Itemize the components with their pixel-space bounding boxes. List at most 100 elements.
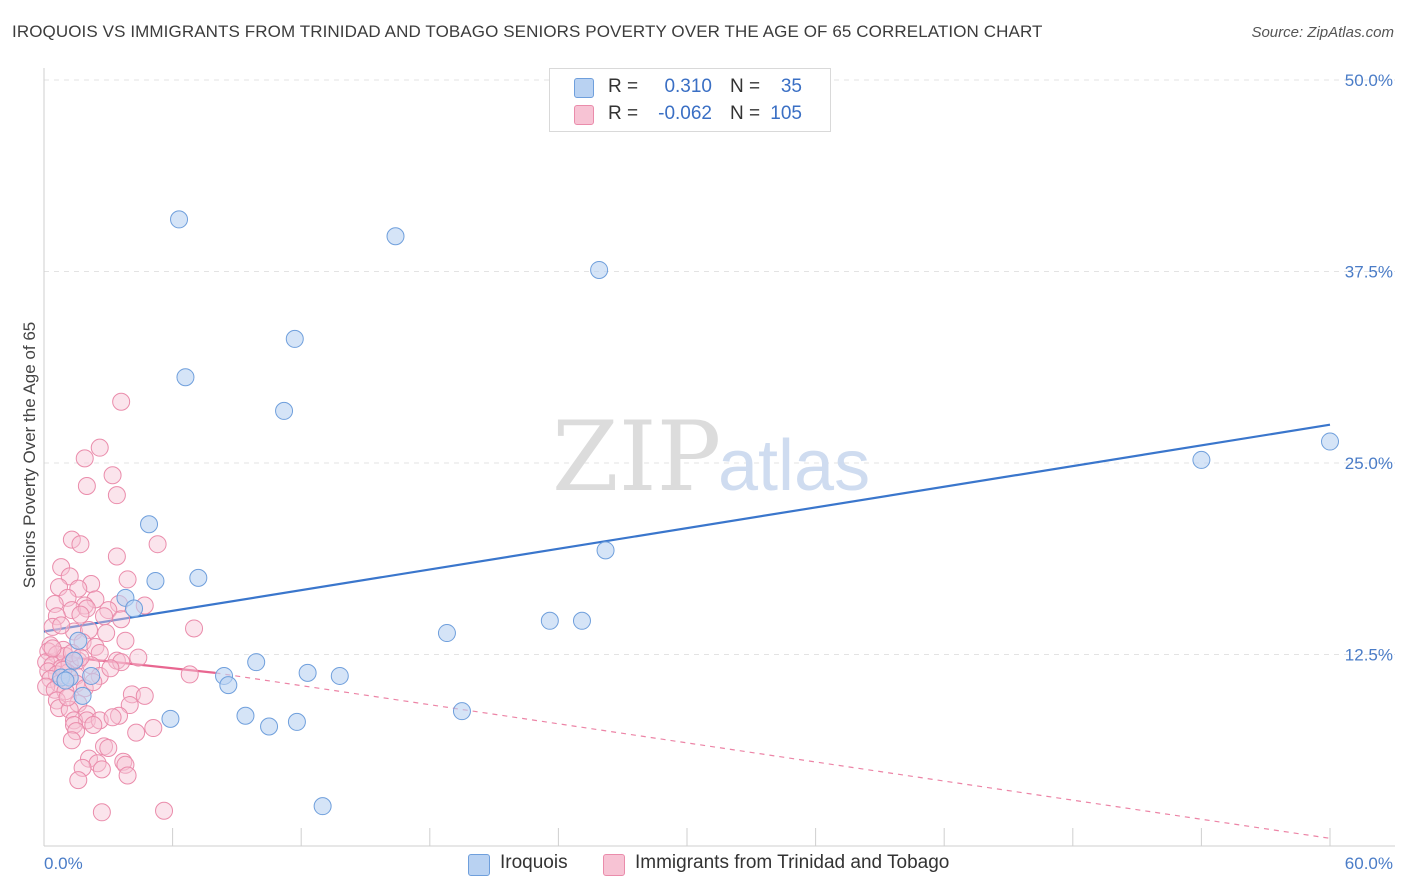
watermark-zip: ZIP	[552, 401, 721, 513]
data-point-iroquois	[437, 624, 456, 643]
data-point-trinidad	[144, 719, 163, 738]
data-point-trinidad	[185, 619, 204, 638]
legend-swatch-iroquois	[574, 78, 594, 98]
data-point-iroquois	[189, 568, 208, 587]
data-point-trinidad	[127, 723, 146, 742]
data-point-iroquois	[65, 651, 84, 670]
data-point-iroquois	[285, 329, 304, 348]
data-point-iroquois	[73, 686, 92, 705]
data-point-trinidad	[103, 708, 122, 727]
series-swatch-iroquois	[468, 854, 490, 876]
data-point-trinidad	[84, 715, 103, 734]
data-point-trinidad	[122, 685, 141, 704]
data-point-trinidad	[71, 535, 90, 554]
data-point-iroquois	[313, 797, 332, 816]
data-point-trinidad	[107, 547, 126, 566]
x-tick-labels: 0.0% 60.0%	[44, 854, 1393, 873]
x-tick-label: 0.0%	[44, 854, 83, 873]
y-tick-labels: 12.5% 25.0% 37.5% 50.0%	[1345, 71, 1393, 665]
legend-row-iroquois: R = 0.310 N = 35	[550, 74, 830, 100]
data-point-trinidad	[71, 605, 90, 624]
data-point-trinidad	[52, 616, 71, 635]
data-point-trinidad	[155, 801, 174, 820]
data-point-iroquois	[298, 663, 317, 682]
grid-lines	[44, 79, 1395, 655]
data-point-trinidad	[90, 438, 109, 457]
data-point-iroquois	[330, 666, 349, 685]
legend-r-label: R =	[608, 76, 639, 97]
legend-row-trinidad: R = -0.062 N = 105	[550, 101, 830, 127]
data-point-trinidad	[92, 803, 111, 822]
data-point-iroquois	[247, 653, 266, 672]
data-point-trinidad	[101, 659, 120, 678]
data-point-trinidad	[118, 766, 137, 785]
data-point-trinidad	[65, 711, 84, 730]
legend-r-label: R =	[608, 103, 639, 124]
y-tick-label: 25.0%	[1345, 454, 1393, 473]
data-point-iroquois	[386, 227, 405, 246]
data-point-trinidad	[62, 731, 81, 750]
data-point-trinidad	[75, 449, 94, 468]
data-point-iroquois	[82, 666, 101, 685]
data-point-trinidad	[116, 631, 135, 650]
data-point-iroquois	[1321, 432, 1339, 451]
legend-r-value: 0.310	[664, 76, 712, 97]
legend-swatch-trinidad	[574, 105, 594, 125]
legend-r-value: -0.062	[658, 103, 712, 124]
data-point-trinidad	[58, 688, 77, 707]
data-point-trinidad	[112, 653, 131, 672]
data-point-iroquois	[146, 571, 165, 590]
data-point-iroquois	[287, 712, 306, 731]
source-label: Source: ZipAtlas.com	[1251, 24, 1394, 41]
data-point-trinidad	[47, 607, 66, 626]
axes	[43, 68, 1395, 847]
data-point-trinidad	[114, 752, 133, 771]
y-tick-label: 50.0%	[1345, 71, 1393, 90]
data-point-trinidad	[43, 639, 62, 658]
stats-legend: R = 0.310 N = 35 R = -0.062 N = 105	[549, 68, 831, 132]
data-point-iroquois	[590, 260, 609, 279]
data-point-iroquois	[452, 702, 471, 721]
data-point-trinidad	[80, 749, 99, 768]
data-point-iroquois	[140, 515, 159, 534]
data-point-trinidad	[99, 738, 118, 757]
legend-n-value: 105	[770, 103, 802, 124]
data-point-trinidad	[107, 486, 126, 505]
data-point-trinidad	[69, 771, 88, 790]
data-point-trinidad	[97, 624, 116, 643]
data-point-iroquois	[161, 709, 180, 728]
data-point-iroquois	[219, 676, 238, 695]
data-point-trinidad	[112, 610, 131, 629]
data-point-iroquois	[596, 541, 615, 560]
trend-line-trinidad-extended	[215, 672, 1331, 839]
data-point-trinidad	[110, 706, 129, 725]
data-point-iroquois	[260, 717, 279, 736]
data-point-trinidad	[60, 567, 79, 586]
data-point-trinidad	[95, 607, 114, 626]
series-label-iroquois: Iroquois	[500, 852, 568, 873]
data-point-iroquois	[170, 210, 189, 229]
watermark: ZIP atlas	[552, 401, 870, 513]
series-swatch-trinidad	[603, 854, 625, 876]
watermark-atlas: atlas	[718, 426, 870, 506]
data-point-iroquois	[69, 631, 88, 650]
y-tick-label: 12.5%	[1345, 646, 1393, 665]
data-point-iroquois	[540, 611, 559, 630]
data-point-trinidad	[77, 476, 96, 495]
data-point-iroquois	[275, 401, 294, 420]
data-point-trinidad	[148, 535, 167, 554]
series-trinidad-points	[37, 392, 204, 822]
legend-n-value: 35	[780, 76, 802, 97]
series-legend: Iroquois Immigrants from Trinidad and To…	[0, 852, 1406, 878]
data-point-trinidad	[67, 722, 86, 741]
data-point-trinidad	[47, 691, 66, 710]
data-point-trinidad	[118, 570, 137, 589]
data-point-iroquois	[572, 611, 591, 630]
data-point-trinidad	[103, 466, 122, 485]
legend-n-label: N =	[730, 76, 761, 97]
y-axis-label: Seniors Poverty Over the Age of 65	[20, 322, 39, 588]
data-point-iroquois	[125, 599, 144, 618]
legend-n-label: N =	[730, 103, 761, 124]
trend-line-iroquois	[43, 423, 1331, 633]
